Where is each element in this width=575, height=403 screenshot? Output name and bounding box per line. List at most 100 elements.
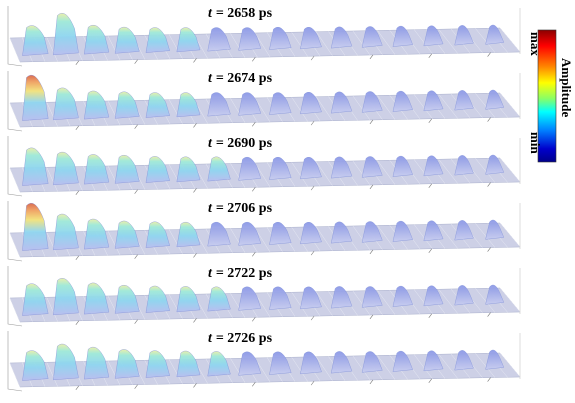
surface-grid-line xyxy=(9,167,21,193)
wave-packet xyxy=(423,90,444,112)
wave-packet xyxy=(300,157,322,180)
surface-grid-line xyxy=(254,227,271,253)
surface-grid-line xyxy=(9,362,21,388)
surface-grid-line xyxy=(414,94,433,119)
surface-grid-line xyxy=(107,35,121,61)
axis-tick xyxy=(369,249,374,255)
wave-packet xyxy=(176,286,201,313)
wave-packet xyxy=(176,221,201,248)
surface-grid-line xyxy=(499,92,521,118)
axis-tick xyxy=(134,319,138,324)
axis-tick xyxy=(487,117,491,122)
panel-time-label: t = 2674 ps xyxy=(208,71,273,86)
wave-packet xyxy=(53,213,79,251)
surface-grid-line xyxy=(291,32,308,57)
surface-grid-line xyxy=(107,165,121,191)
surface-grid-line xyxy=(254,32,271,58)
wave-packet xyxy=(83,218,110,250)
axis-tick xyxy=(487,247,491,252)
surface-grid-line xyxy=(9,37,21,63)
surface-grid-line xyxy=(9,297,21,323)
wave-packet xyxy=(330,26,353,49)
surface-grid-line xyxy=(230,228,246,253)
surface-grid-line xyxy=(475,223,496,248)
time-symbol: t xyxy=(208,6,213,21)
panel-time-label: t = 2722 ps xyxy=(208,266,273,281)
wave-packet xyxy=(392,155,413,177)
surface-grid-line xyxy=(377,160,396,185)
surface-grid-line xyxy=(291,357,308,382)
axis-tick xyxy=(428,183,433,188)
surface-grid-line xyxy=(475,158,496,183)
surface-grid-line xyxy=(475,93,496,118)
surface-grid-line xyxy=(254,97,271,123)
axis-frame xyxy=(7,71,23,132)
wave-packet xyxy=(83,90,110,120)
snapshot-panel: t = 2706 ps xyxy=(7,201,521,262)
axis-tick xyxy=(134,254,138,259)
surface-grid-line xyxy=(475,353,496,378)
axis-tick xyxy=(252,252,256,257)
wave-packet xyxy=(145,92,170,118)
axis-tick xyxy=(75,255,80,261)
axis-tick xyxy=(428,248,433,253)
axis-tick xyxy=(75,125,80,131)
wave-packet xyxy=(53,151,79,186)
wave-packet xyxy=(361,156,383,178)
axis-tick xyxy=(193,58,197,63)
snapshot-panel: t = 2674 ps xyxy=(7,71,521,132)
wave-packet xyxy=(300,222,322,245)
wave-packet xyxy=(454,350,474,371)
surface-grid-line xyxy=(414,354,433,379)
surface-grid-line xyxy=(107,295,121,321)
surface-grid-line xyxy=(438,29,458,54)
surface-grid-line xyxy=(107,100,121,126)
wave-packet xyxy=(361,286,383,308)
wave-packet xyxy=(454,220,474,241)
axis-frame xyxy=(7,136,23,197)
wave-packet xyxy=(207,351,231,377)
surface-grid-line xyxy=(352,290,371,316)
axis-tick xyxy=(310,250,315,256)
wave-packet xyxy=(392,285,413,307)
wave-packet xyxy=(83,154,110,185)
wave-packet xyxy=(330,91,353,114)
wave-packet xyxy=(207,156,231,182)
wave-packet xyxy=(83,282,110,315)
time-symbol: t xyxy=(208,331,213,346)
axis-tick xyxy=(310,55,315,61)
time-value: = 2706 ps xyxy=(216,201,273,216)
panel-time-label: t = 2706 ps xyxy=(208,201,273,216)
wave-packet xyxy=(238,27,262,51)
surface-grid-line xyxy=(377,225,396,250)
wave-packet xyxy=(207,221,231,247)
wave-packet xyxy=(145,350,170,378)
wave-packet xyxy=(423,155,444,177)
axis-tick xyxy=(428,53,433,58)
wave-packet xyxy=(300,92,322,115)
wave-packet xyxy=(423,220,444,242)
surface-grid-line xyxy=(414,224,433,249)
axis-tick xyxy=(75,190,80,196)
time-symbol: t xyxy=(208,136,213,151)
surface-grid-line xyxy=(46,167,58,192)
wave-packet xyxy=(207,27,231,52)
surface-grid-line xyxy=(414,159,433,184)
axis-tick xyxy=(193,188,197,193)
wave-packet xyxy=(392,350,413,372)
surface-grid-line xyxy=(352,30,371,56)
panels-group: t = 2658 pst = 2674 pst = 2690 pst = 2706 ps… xyxy=(7,6,521,392)
time-value: = 2726 ps xyxy=(216,331,273,346)
surface-grid-line xyxy=(438,224,458,249)
surface-grid-line xyxy=(9,232,21,258)
axis-tick xyxy=(369,379,374,385)
surface-grid-line xyxy=(254,357,271,383)
wave-packet xyxy=(22,350,49,381)
surface-grid-line xyxy=(230,163,246,188)
wave-packet xyxy=(330,351,353,374)
wave-packet xyxy=(145,27,170,53)
axis-tick xyxy=(487,52,491,57)
wave-packet xyxy=(238,286,262,311)
wave-packet xyxy=(22,147,49,186)
time-symbol: t xyxy=(208,201,213,216)
